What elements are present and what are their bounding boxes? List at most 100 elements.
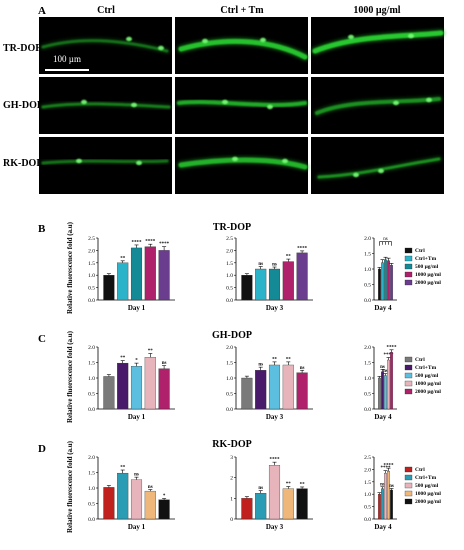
significance-label: ** — [272, 357, 278, 362]
bar — [103, 275, 115, 301]
bar — [255, 493, 267, 520]
y-tick-label: 0.0 — [364, 298, 371, 304]
y-tick-label: 1.0 — [364, 492, 371, 498]
panel-a-letter: A — [38, 5, 46, 17]
bar — [390, 489, 393, 520]
legend-swatch — [404, 247, 413, 254]
x-axis-label: Day 4 — [374, 523, 392, 531]
fluorescent-spot — [408, 33, 414, 39]
legend-swatch — [404, 388, 413, 395]
bar — [390, 265, 393, 301]
bar — [378, 268, 381, 301]
significance-label: ** — [120, 466, 126, 471]
fluorescent-spot — [393, 100, 399, 106]
significance-label: ** — [286, 255, 292, 260]
significance-label: ns — [383, 369, 388, 374]
bar — [158, 499, 170, 520]
panel-d-letter: D — [38, 443, 46, 455]
significance-label: **** — [381, 466, 392, 471]
bar-charts: 0.00.51.01.52.02.5****** **** ****Day 10.0… — [88, 236, 441, 531]
significance-label: **** — [384, 464, 395, 469]
subplot: 0.0 0.5 1.0 1.5 2.0 ns ** ** ns Day 3 — [226, 345, 313, 421]
micrograph-tile — [39, 17, 172, 74]
fluorescent-spot — [222, 99, 228, 105]
micrograph-tile — [175, 17, 309, 74]
micrograph-tile — [311, 77, 444, 134]
subplot: 0.0 0.5 1.0 1.5 2.0 ** ns ns * Day 1 — [88, 455, 175, 531]
legend: Ctrl Ctrl+Tm 500 µg/ml 1000 µg/ml 2000 µg/ml — [404, 247, 441, 286]
legend-swatch — [404, 474, 413, 481]
y-tick-label: 2.0 — [88, 455, 95, 461]
legend-label: 2000 µg/ml — [415, 499, 441, 505]
legend-swatch — [404, 271, 413, 278]
y-tick-label: 0.5 — [364, 283, 371, 289]
legend-swatch — [404, 466, 413, 473]
fluorescent-spot — [136, 160, 142, 166]
fluorescent-spot — [202, 38, 208, 44]
y-tick-label: 1.0 — [88, 376, 95, 382]
significance-label: ** — [148, 349, 154, 354]
y-tick-label: 1.5 — [226, 361, 233, 367]
bar — [387, 470, 390, 520]
bar — [103, 376, 115, 410]
bar — [390, 352, 393, 410]
micrograph-grid — [39, 17, 445, 194]
y-tick-label: 0.0 — [88, 298, 95, 304]
worm-body — [41, 159, 169, 165]
bar — [381, 488, 384, 520]
legend-label: 1000 µg/ml — [415, 381, 441, 387]
y-tick-label: 2.0 — [226, 248, 233, 254]
y-tick-label: 0.0 — [226, 298, 233, 304]
x-axis-label: Day 3 — [266, 523, 284, 531]
legend-label: 2000 µg/ml — [415, 280, 441, 286]
worm-body — [178, 38, 308, 60]
significance-label: **** — [297, 246, 308, 251]
y-tick-label: 2.5 — [88, 236, 95, 242]
fluorescent-spot — [426, 97, 432, 103]
fluorescent-spot — [267, 104, 273, 110]
x-axis-label: Day 4 — [374, 304, 392, 312]
y-tick-label: 0.0 — [88, 407, 95, 413]
fluorescent-spot — [131, 102, 137, 108]
x-axis-label: Day 3 — [266, 304, 284, 312]
y-axis-label-c: Relative fluorescence fold (a.u) — [66, 330, 74, 423]
y-tick-label: 0.5 — [364, 392, 371, 398]
micrograph-background — [39, 137, 172, 194]
legend-swatch — [404, 372, 413, 379]
y-tick-label: 2.0 — [88, 248, 95, 254]
y-tick-label: 1.0 — [364, 376, 371, 382]
micrograph-background — [311, 137, 444, 194]
bar — [158, 250, 170, 301]
bar — [378, 494, 381, 520]
significance-label: ** — [120, 356, 126, 361]
y-tick-label: 1.0 — [88, 273, 95, 279]
legend: Ctrl Ctrl+Tm 500 µg/ml 1000 µg/ml 2000 µg/ml — [404, 466, 441, 505]
bar — [381, 262, 384, 301]
legend-label: Ctrl — [415, 248, 425, 254]
fluorescent-spot — [81, 99, 87, 105]
legend-label: Ctrl — [415, 467, 425, 473]
y-tick-label: 1.5 — [88, 261, 95, 267]
y-tick-label: 1.0 — [364, 267, 371, 273]
bracket-label: ns — [383, 237, 388, 242]
y-tick-label: 1.5 — [88, 471, 95, 477]
bar — [387, 359, 390, 410]
bar — [296, 372, 308, 410]
y-tick-label: 2.5 — [226, 236, 233, 242]
y-tick-label: 0.0 — [364, 517, 371, 523]
y-tick-label: 0.5 — [88, 286, 95, 292]
legend-swatch — [404, 279, 413, 286]
y-tick-label: 2.5 — [364, 455, 371, 461]
bar — [130, 479, 143, 520]
panel-c-letter: C — [38, 333, 46, 345]
legend-swatch — [404, 380, 413, 387]
bar — [387, 260, 390, 301]
fluorescent-spot — [353, 172, 359, 178]
x-axis-label: Day 3 — [266, 413, 284, 421]
y-tick-label: 1.0 — [88, 486, 95, 492]
micrograph-tile — [175, 137, 309, 194]
micrograph-tile — [175, 77, 309, 134]
row-label-gh-dop: GH-DOP — [3, 100, 43, 111]
